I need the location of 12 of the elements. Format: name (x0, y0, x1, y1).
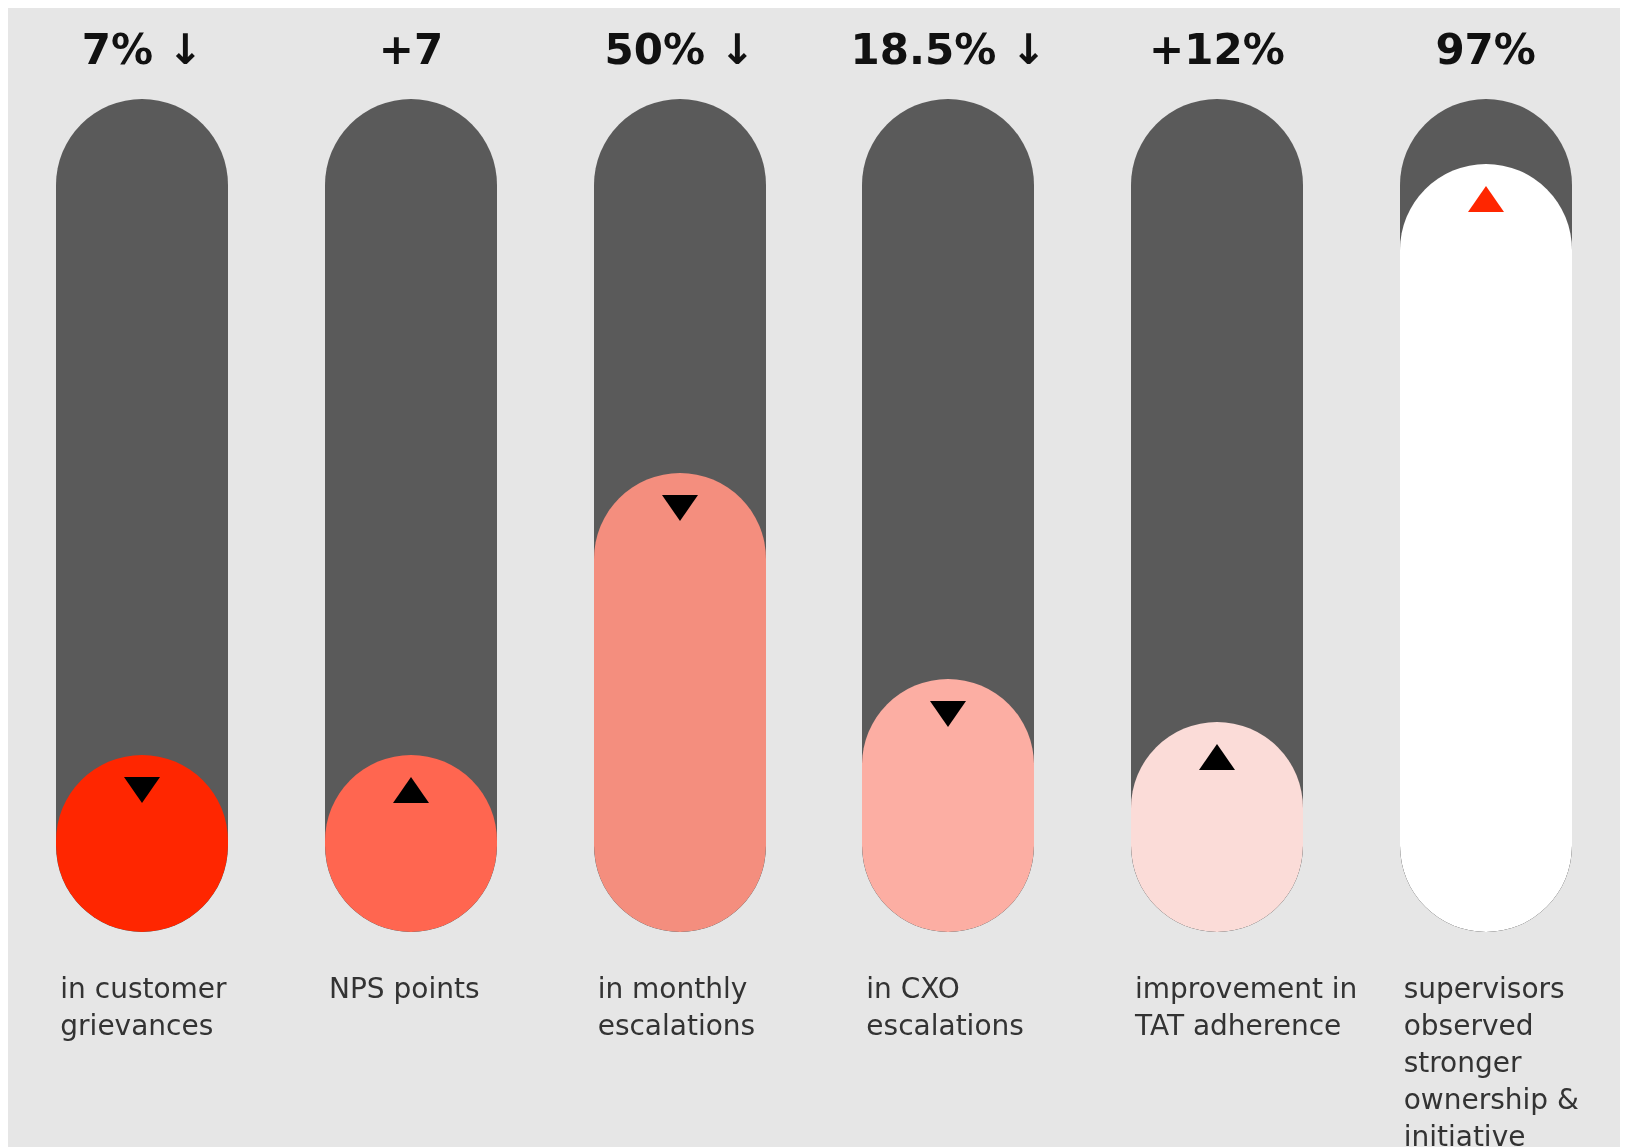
data-label: 50% ↓ (603, 24, 756, 76)
category-label: supervisors observed stronger ownership & initiative (1403, 971, 1580, 1147)
category-label: NPS points (329, 971, 481, 1007)
data-label: 97% (1434, 24, 1537, 76)
category-label: in customer grievances (60, 971, 228, 1044)
data-label: +12% (1148, 24, 1286, 76)
data-label: +7 (377, 24, 445, 76)
category-label: in monthly escalations (597, 971, 757, 1044)
category-label: improvement in TAT adherence (1135, 971, 1359, 1044)
category-label: in CXO escalations (866, 971, 1025, 1044)
data-label: 7% ↓ (80, 24, 204, 76)
data-label: 18.5% ↓ (849, 24, 1048, 76)
